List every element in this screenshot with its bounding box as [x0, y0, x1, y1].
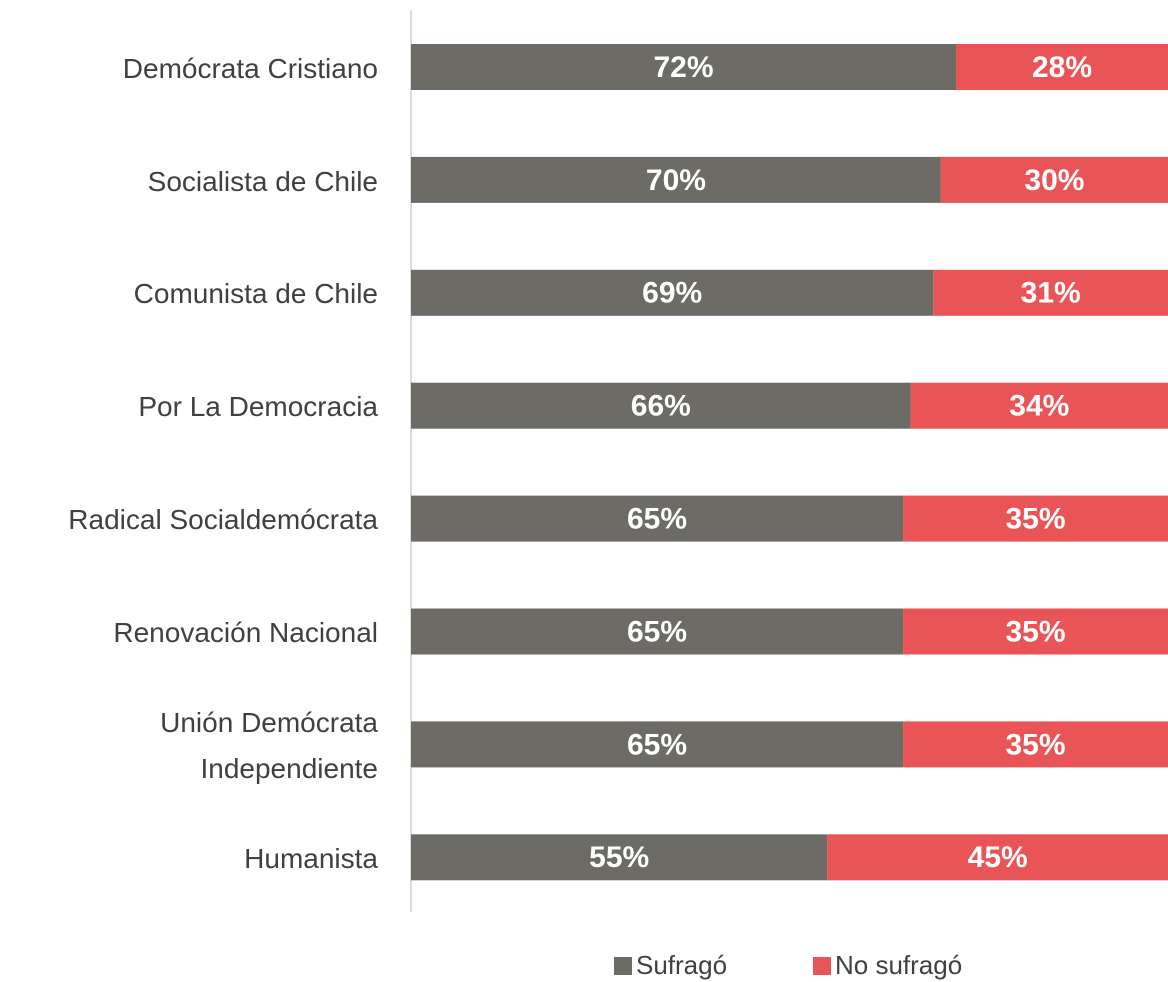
bar-segment — [956, 44, 1168, 90]
bar-segment — [940, 156, 1168, 203]
data-label: 69% — [642, 277, 702, 310]
bar-segment — [411, 721, 904, 768]
bar-segment — [411, 269, 934, 316]
bar-segment — [411, 834, 828, 881]
category-label: Comunista de Chile — [0, 233, 378, 353]
bar-segment — [411, 382, 911, 429]
legend-label: Sufragó — [636, 950, 727, 980]
data-label: 30% — [1024, 164, 1084, 197]
category-label: Unión Demócrata Independiente — [0, 684, 378, 804]
bar-segment — [903, 721, 1168, 768]
category-label: Renovación Nacional — [0, 572, 378, 692]
category-text: Comunista de Chile — [133, 278, 378, 310]
category-text: Humanista — [244, 842, 378, 874]
bar-segment — [903, 608, 1168, 655]
bar-segment — [827, 834, 1168, 881]
category-label: Radical Socialdemócrata — [0, 459, 378, 579]
bar-segment — [411, 608, 904, 655]
legend-swatch — [614, 957, 632, 975]
category-text: Unión Demócrata Independiente — [160, 707, 378, 784]
data-label: 35% — [1006, 728, 1066, 761]
bar-segment — [411, 44, 957, 90]
data-label: 45% — [968, 841, 1028, 874]
data-label: 70% — [646, 164, 706, 197]
bar-segment — [933, 269, 1168, 316]
data-label: 35% — [1006, 503, 1066, 536]
category-text: Renovación Nacional — [113, 617, 378, 649]
data-label: 65% — [627, 728, 687, 761]
data-label: 35% — [1006, 615, 1066, 648]
data-label: 65% — [627, 503, 687, 536]
data-label: 55% — [589, 841, 649, 874]
category-text: Por La Democracia — [138, 391, 378, 423]
data-label: 31% — [1021, 277, 1081, 310]
data-label: 28% — [1032, 51, 1092, 84]
category-text: Socialista de Chile — [147, 165, 378, 197]
category-label: Humanista — [0, 797, 378, 917]
category-text: Demócrata Cristiano — [122, 52, 378, 84]
category-label: Por La Democracia — [0, 346, 378, 466]
bar-segment — [411, 495, 904, 542]
data-label: 34% — [1009, 390, 1069, 423]
data-label: 72% — [653, 51, 713, 84]
legend-label: No sufragó — [835, 950, 962, 980]
legend-swatch — [813, 957, 831, 975]
category-label: Socialista de Chile — [0, 120, 378, 240]
data-label: 66% — [631, 390, 691, 423]
bar-segment — [910, 382, 1168, 429]
data-label: 65% — [627, 615, 687, 648]
bar-segment — [411, 156, 941, 203]
category-label: Demócrata Cristiano — [0, 7, 378, 127]
bar-segment — [903, 495, 1168, 542]
category-text: Radical Socialdemócrata — [68, 504, 378, 536]
